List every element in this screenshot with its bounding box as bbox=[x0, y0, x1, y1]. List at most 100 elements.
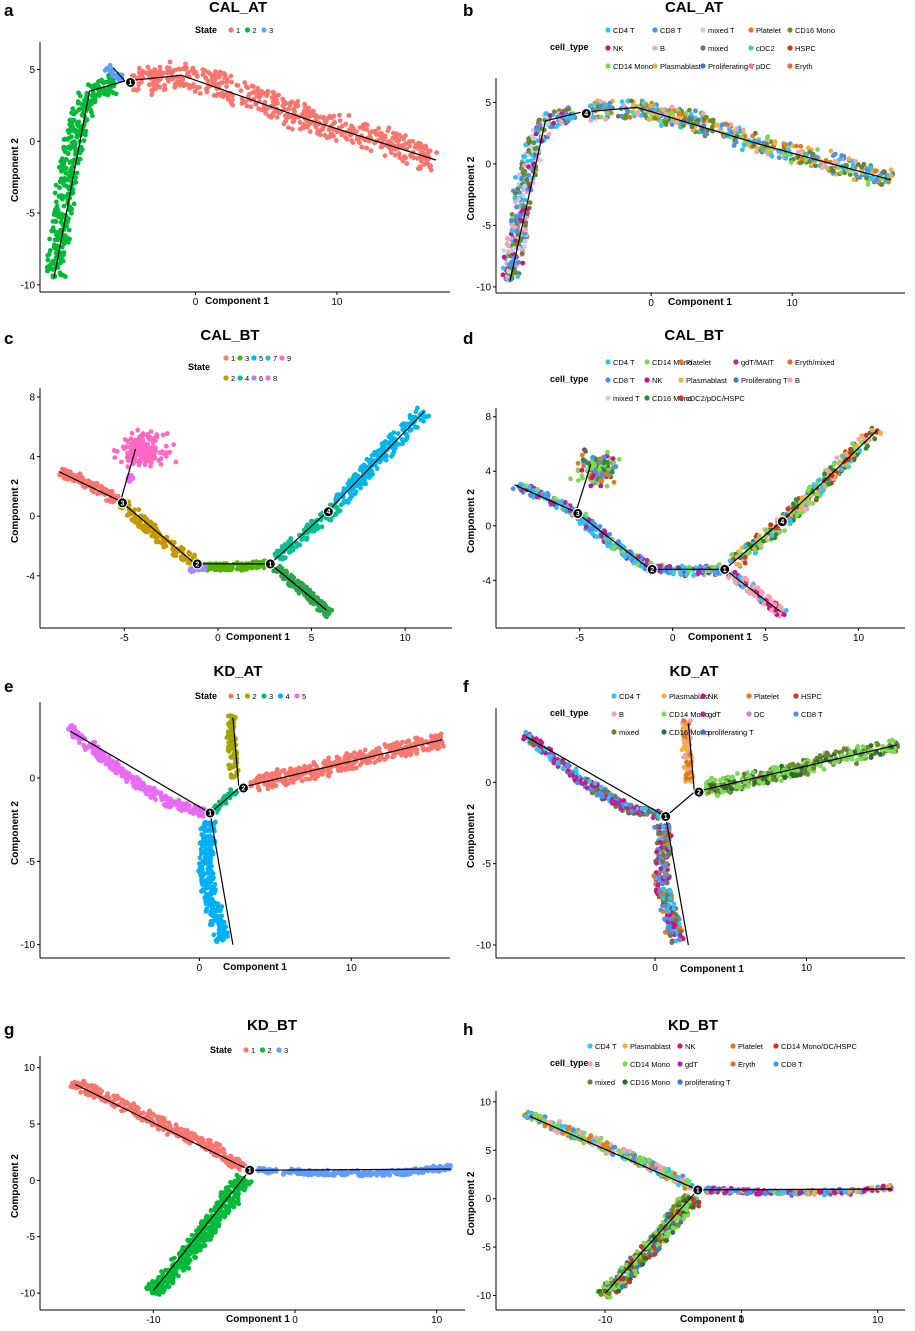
data-point bbox=[337, 118, 343, 123]
branch-node-label: 3 bbox=[576, 511, 580, 518]
data-point bbox=[512, 195, 518, 201]
data-point bbox=[95, 751, 101, 757]
data-point bbox=[388, 150, 394, 156]
data-point bbox=[592, 468, 598, 474]
data-point bbox=[52, 209, 58, 215]
data-point bbox=[319, 599, 325, 604]
data-point bbox=[512, 270, 518, 276]
data-point bbox=[700, 111, 706, 116]
data-point bbox=[399, 156, 405, 162]
data-point bbox=[107, 78, 113, 83]
chart-title: KD_AT bbox=[214, 663, 263, 680]
branch-node-label: 1 bbox=[268, 561, 272, 568]
data-point bbox=[181, 81, 187, 87]
data-point bbox=[569, 115, 574, 121]
data-point bbox=[59, 244, 65, 250]
data-point bbox=[274, 97, 279, 102]
data-point bbox=[513, 214, 519, 220]
data-point bbox=[70, 144, 76, 150]
legend-label: pDC bbox=[756, 62, 772, 71]
legend-swatch bbox=[748, 27, 754, 33]
legend-label: Proliferating T bbox=[708, 62, 755, 71]
data-point bbox=[71, 111, 77, 117]
legend-swatch bbox=[700, 63, 706, 69]
data-point bbox=[304, 537, 309, 542]
legend-swatch bbox=[605, 27, 611, 33]
data-point bbox=[182, 807, 187, 813]
legend-label: 1 bbox=[236, 26, 240, 35]
data-point bbox=[141, 441, 146, 446]
data-point bbox=[136, 519, 142, 525]
data-point bbox=[861, 161, 867, 167]
legend-swatch bbox=[237, 375, 243, 381]
data-point bbox=[301, 122, 306, 127]
data-point bbox=[434, 150, 439, 156]
data-point bbox=[733, 580, 739, 586]
data-point bbox=[361, 126, 366, 132]
data-point bbox=[145, 72, 151, 77]
data-point bbox=[761, 538, 766, 544]
data-point bbox=[635, 111, 640, 117]
data-point bbox=[90, 113, 95, 119]
data-point bbox=[170, 552, 176, 557]
data-point bbox=[399, 135, 404, 141]
data-point bbox=[222, 72, 228, 77]
data-point bbox=[213, 69, 218, 74]
data-point bbox=[135, 427, 141, 433]
branch-node: 4 bbox=[322, 506, 334, 518]
data-point bbox=[212, 882, 218, 887]
legend-label: 2 bbox=[253, 26, 257, 35]
x-tick-label: 10 bbox=[400, 633, 412, 644]
data-point bbox=[187, 85, 192, 91]
data-point bbox=[737, 562, 743, 568]
data-point bbox=[828, 148, 834, 154]
data-point bbox=[217, 927, 223, 932]
legend-entry: CD14 Mono bbox=[605, 62, 653, 71]
data-point bbox=[187, 552, 192, 557]
data-point bbox=[579, 452, 585, 458]
data-point bbox=[59, 168, 64, 174]
data-point bbox=[588, 483, 594, 489]
data-point bbox=[259, 88, 264, 94]
data-point bbox=[61, 475, 67, 481]
data-point bbox=[111, 448, 117, 453]
legend-label: 3 bbox=[269, 26, 273, 35]
data-point bbox=[607, 532, 613, 537]
y-tick-label: -5 bbox=[482, 221, 491, 232]
legend-entry: 2 bbox=[223, 374, 235, 383]
data-point bbox=[846, 156, 852, 162]
data-point bbox=[313, 112, 319, 118]
legend-entry: CD4 T bbox=[605, 26, 635, 35]
data-point bbox=[244, 84, 249, 89]
x-tick-label: 5 bbox=[763, 633, 769, 644]
y-tick-label: 5 bbox=[485, 98, 491, 109]
data-point bbox=[851, 177, 857, 183]
data-point bbox=[133, 437, 139, 443]
data-point bbox=[878, 431, 883, 437]
legend-label: CD16 Mono bbox=[795, 26, 835, 35]
data-point bbox=[521, 203, 527, 209]
data-point bbox=[152, 446, 158, 451]
data-point bbox=[532, 146, 538, 152]
data-point bbox=[226, 564, 231, 570]
data-point bbox=[59, 163, 65, 169]
data-point bbox=[863, 432, 869, 438]
data-point bbox=[326, 517, 332, 522]
legend-swatch bbox=[748, 63, 754, 69]
data-point bbox=[799, 495, 805, 501]
data-point bbox=[63, 170, 69, 176]
data-point bbox=[295, 579, 301, 585]
branch-node: 1 bbox=[124, 76, 136, 88]
data-point bbox=[228, 754, 234, 760]
data-point bbox=[229, 774, 235, 780]
data-point bbox=[208, 859, 213, 865]
data-point bbox=[149, 88, 155, 93]
data-point bbox=[61, 144, 67, 150]
data-point bbox=[781, 612, 787, 618]
data-point bbox=[225, 733, 231, 738]
data-point bbox=[525, 164, 531, 170]
cluster-state-2 bbox=[224, 713, 241, 780]
data-point bbox=[814, 495, 820, 501]
data-point bbox=[548, 124, 554, 130]
